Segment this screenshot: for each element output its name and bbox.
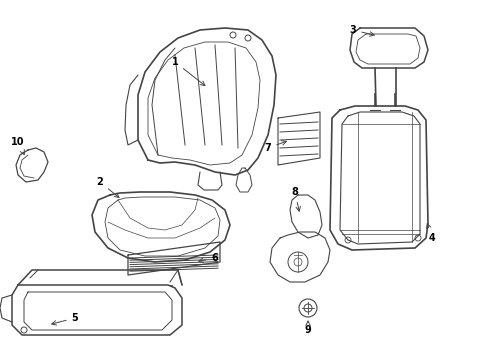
- Text: 7: 7: [264, 141, 286, 153]
- Text: 6: 6: [199, 253, 218, 263]
- Text: 9: 9: [304, 321, 311, 335]
- Text: 3: 3: [349, 25, 373, 36]
- Text: 8: 8: [291, 187, 300, 211]
- Text: 5: 5: [52, 313, 78, 325]
- Text: 1: 1: [171, 57, 204, 86]
- Text: 4: 4: [426, 224, 434, 243]
- Text: 2: 2: [97, 177, 119, 198]
- Text: 10: 10: [11, 137, 25, 154]
